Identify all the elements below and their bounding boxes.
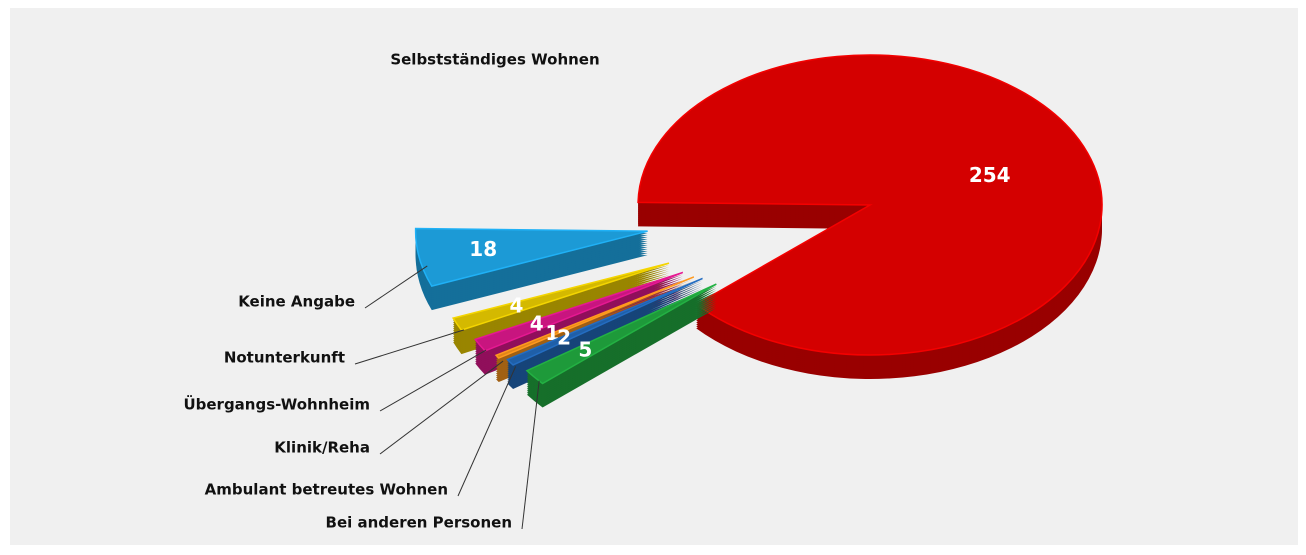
value-label: 2 (557, 325, 571, 349)
leader-line (521, 380, 540, 530)
value-label: 5 (578, 338, 592, 362)
slice-side (507, 282, 703, 369)
leader-line (457, 366, 517, 497)
category-label: Selbstständiges Wohnen (390, 51, 599, 69)
value-label: 254 (969, 163, 1011, 187)
slice-side (453, 267, 670, 335)
slice (451, 262, 670, 331)
slice (525, 283, 717, 385)
slice-side (453, 271, 670, 339)
slice-side (453, 275, 670, 343)
value-label: 18 (469, 237, 497, 261)
slice-side (453, 269, 670, 337)
value-label: 4 (530, 311, 544, 335)
slice (506, 277, 703, 366)
leader-line (379, 360, 504, 455)
plot-background (10, 8, 1298, 545)
slice-side (507, 284, 703, 371)
slice-side (496, 278, 694, 361)
leader-line (354, 329, 465, 365)
category-label: Keine Angabe (238, 293, 355, 311)
category-label: Notunterkunft (224, 349, 345, 367)
category-label: Übergangs-Wohnheim (183, 395, 370, 414)
value-label: 4 (509, 294, 523, 318)
category-label: Klinik/Reha (274, 439, 370, 457)
category-label: Bei anderen Personen (326, 514, 512, 532)
slice-side (496, 280, 694, 363)
slice-side (507, 286, 703, 373)
slice-side (507, 288, 703, 375)
slice (637, 54, 1103, 356)
category-label: Ambulant betreutes Wohnen (205, 481, 448, 499)
leader-line (379, 349, 487, 412)
slice-side (453, 273, 670, 341)
slice (494, 276, 695, 359)
slice (414, 227, 648, 287)
leader-line (364, 265, 428, 309)
